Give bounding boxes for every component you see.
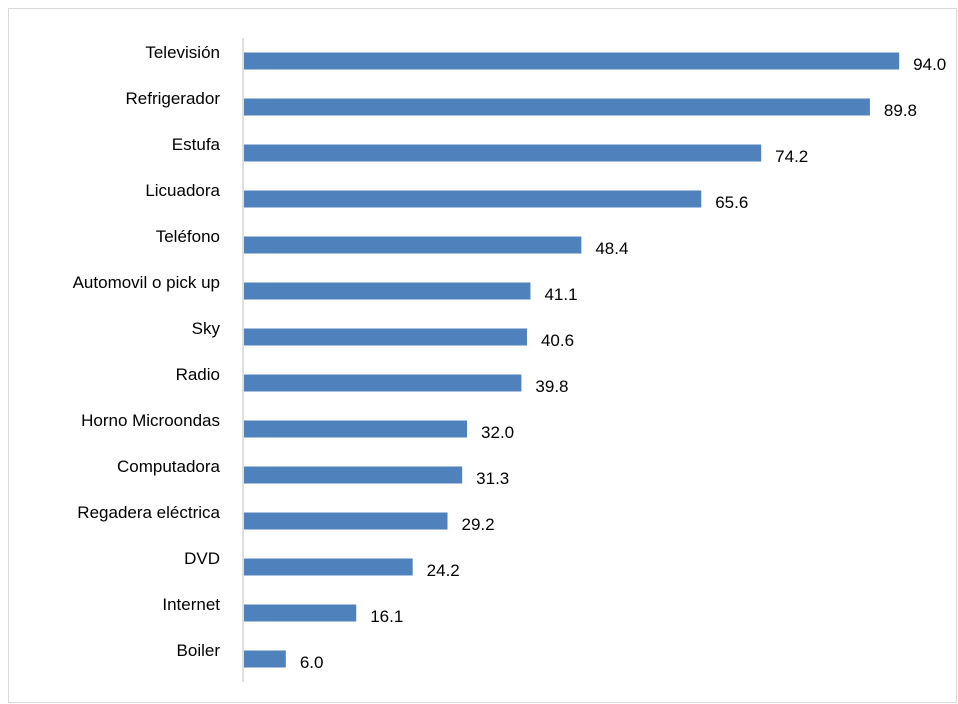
value-label: 31.3 <box>476 469 509 488</box>
category-label: Refrigerador <box>126 89 221 108</box>
value-label: 41.1 <box>544 285 577 304</box>
chart-frame <box>8 8 957 703</box>
category-label: Internet <box>162 595 220 614</box>
value-label: 24.2 <box>427 561 460 580</box>
bar-12 <box>244 604 357 622</box>
category-label: Regadera eléctrica <box>77 503 220 522</box>
bar-1 <box>244 98 870 116</box>
category-label: Horno Microondas <box>81 411 220 430</box>
category-label: Computadora <box>117 457 221 476</box>
bar-7 <box>244 374 522 392</box>
bar-11 <box>244 558 413 576</box>
value-label: 89.8 <box>884 101 917 120</box>
value-label: 29.2 <box>462 515 495 534</box>
bars-layer <box>244 52 900 668</box>
bar-3 <box>244 190 702 208</box>
bar-8 <box>244 420 468 438</box>
category-label: Televisión <box>145 43 220 62</box>
bar-2 <box>244 144 762 162</box>
bar-0 <box>244 52 900 70</box>
bar-5 <box>244 282 531 300</box>
value-label: 16.1 <box>370 607 403 626</box>
category-label: DVD <box>184 549 220 568</box>
category-label: Estufa <box>172 135 221 154</box>
value-label: 39.8 <box>535 377 568 396</box>
value-label: 65.6 <box>715 193 748 212</box>
value-label: 74.2 <box>775 147 808 166</box>
category-label: Sky <box>192 319 221 338</box>
bar-13 <box>244 650 286 668</box>
value-label: 94.0 <box>913 55 946 74</box>
bar-10 <box>244 512 448 530</box>
category-label: Licuadora <box>145 181 220 200</box>
category-label: Radio <box>176 365 220 384</box>
category-label: Boiler <box>177 641 221 660</box>
category-labels: Televisión Refrigerador Estufa Licuadora Tel… <box>73 43 221 660</box>
category-label: Automovil o pick up <box>73 273 220 292</box>
bar-9 <box>244 466 463 484</box>
bar-6 <box>244 328 527 346</box>
value-label: 6.0 <box>300 653 324 672</box>
value-label: 48.4 <box>595 239 628 258</box>
bar-4 <box>244 236 582 254</box>
value-label: 32.0 <box>481 423 514 442</box>
value-labels: 94.0 89.8 74.2 65.6 48.4 41.1 40.6 39.8 32.0 31.3… <box>300 55 946 672</box>
value-label: 40.6 <box>541 331 574 350</box>
category-label: Teléfono <box>156 227 220 246</box>
